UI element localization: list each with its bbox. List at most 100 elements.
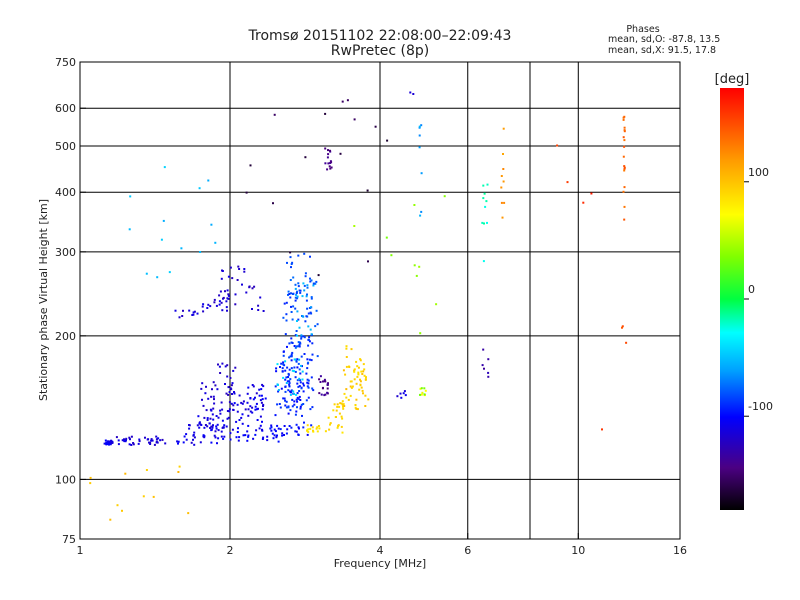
data-point <box>323 394 326 397</box>
data-point <box>117 439 120 442</box>
data-point <box>257 304 260 307</box>
data-point <box>215 304 218 307</box>
data-point <box>226 289 229 292</box>
data-point <box>302 282 305 285</box>
data-point <box>235 436 238 439</box>
data-point <box>177 471 180 473</box>
data-point <box>211 426 214 429</box>
data-point <box>344 373 347 376</box>
y-tick-label: 400 <box>55 186 76 199</box>
data-point <box>257 407 259 410</box>
data-point <box>345 388 348 391</box>
data-point <box>306 433 309 436</box>
data-point <box>623 130 626 133</box>
data-point <box>231 382 234 385</box>
data-point <box>198 422 201 425</box>
data-point <box>295 423 298 426</box>
colorbar <box>720 88 744 510</box>
data-point <box>282 316 285 319</box>
data-point <box>262 310 265 312</box>
data-point <box>279 366 281 368</box>
data-point <box>290 337 293 340</box>
data-point <box>279 406 282 409</box>
data-point <box>289 355 292 358</box>
data-point <box>254 408 257 411</box>
data-point <box>621 326 623 329</box>
data-point <box>251 384 254 386</box>
data-point <box>354 406 357 409</box>
stats-x-mode: mean, sd,X: 91.5, 17.8 <box>608 45 716 56</box>
data-point <box>261 428 263 431</box>
data-point <box>622 116 625 119</box>
data-point <box>622 118 625 121</box>
data-point <box>342 405 344 408</box>
data-point <box>413 204 416 206</box>
data-point <box>253 285 256 288</box>
data-point <box>357 371 360 374</box>
data-point <box>485 200 488 203</box>
data-point <box>182 441 185 444</box>
data-point <box>287 406 290 409</box>
data-point <box>623 165 626 168</box>
data-point <box>287 293 289 296</box>
data-point <box>623 126 626 129</box>
data-point <box>144 436 146 439</box>
data-point <box>482 197 485 200</box>
data-point <box>374 125 377 128</box>
data-point <box>289 393 292 396</box>
data-point <box>207 397 210 400</box>
data-point <box>103 442 106 445</box>
data-point <box>293 366 296 369</box>
data-point <box>311 353 314 356</box>
data-point <box>240 401 243 404</box>
data-point <box>291 351 294 354</box>
data-point <box>501 216 504 219</box>
data-point <box>306 284 309 287</box>
y-tick-label: 600 <box>55 102 76 115</box>
data-point <box>215 425 218 428</box>
data-point <box>284 333 287 336</box>
data-point <box>156 276 159 279</box>
data-point <box>340 402 343 405</box>
data-point <box>487 371 490 374</box>
data-point <box>317 274 320 277</box>
data-point <box>251 406 254 409</box>
data-point <box>288 382 291 385</box>
data-point <box>289 251 292 254</box>
data-point <box>262 385 265 388</box>
data-point <box>168 271 171 274</box>
data-point <box>399 392 402 395</box>
data-point <box>151 439 154 442</box>
data-point <box>210 395 213 398</box>
data-point <box>275 370 278 373</box>
data-point <box>225 306 228 309</box>
data-point <box>212 381 215 384</box>
data-point <box>202 310 205 313</box>
data-point <box>309 311 312 314</box>
data-point <box>307 338 310 341</box>
data-point <box>243 268 246 270</box>
data-point <box>223 424 226 427</box>
data-point <box>149 441 152 444</box>
data-point <box>216 442 218 445</box>
data-point <box>297 362 300 365</box>
data-point <box>288 425 291 427</box>
data-point <box>212 407 215 410</box>
data-point <box>298 343 301 346</box>
data-point <box>176 440 179 443</box>
data-point <box>130 444 133 446</box>
data-point <box>343 405 346 407</box>
data-point <box>582 201 585 204</box>
data-point <box>290 311 293 313</box>
data-point <box>257 309 260 311</box>
data-point <box>241 422 244 425</box>
data-point <box>336 403 339 406</box>
data-point <box>249 164 252 167</box>
data-point <box>238 268 241 270</box>
data-point <box>360 370 363 373</box>
data-point <box>162 219 165 222</box>
data-point <box>307 379 310 382</box>
data-point <box>138 438 141 441</box>
data-point <box>262 403 265 406</box>
data-point <box>296 334 298 337</box>
